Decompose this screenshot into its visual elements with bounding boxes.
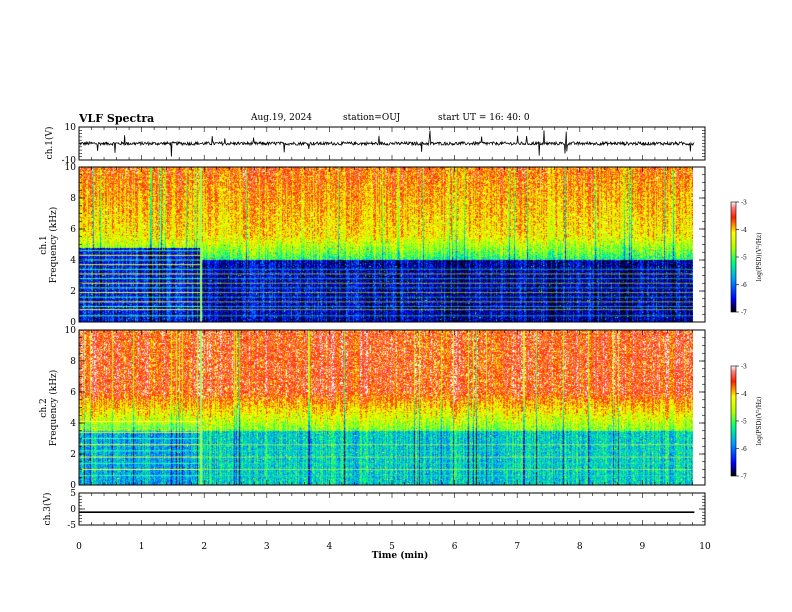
- x-tick-label: 6: [452, 542, 458, 552]
- ch1-spectrogram-axis: 0 2 4 6 8 10: [65, 163, 706, 328]
- start-time-label: start UT = 16: 40: 0: [438, 113, 530, 123]
- colorbar-tick-label: -5: [741, 255, 747, 262]
- ch1-spec-ylabel-channel: ch.1: [39, 235, 49, 254]
- colorbar-tick-label: -4: [741, 391, 747, 398]
- y-tick-label: 6: [70, 225, 76, 235]
- y-tick-label: 6: [70, 388, 76, 398]
- date-label: Aug.19, 2024: [251, 113, 312, 123]
- x-tick-labels: 0 1 2 3 4 5 6 7 8 9 10: [76, 542, 711, 552]
- x-tick-label: 5: [389, 542, 395, 552]
- x-tick-label: 9: [640, 542, 646, 552]
- y-tick-label: 10: [65, 123, 77, 133]
- ch3-waveform-panel: 5 0 -5 ch.3(V): [42, 489, 706, 531]
- y-tick-label: 4: [70, 256, 76, 266]
- colorbar-tick-label: -3: [741, 200, 747, 207]
- y-tick-label: 8: [70, 357, 76, 367]
- ch3-axis: 5 0 -5: [67, 489, 706, 531]
- x-axis-label: Time (min): [372, 550, 429, 561]
- y-tick-label: 2: [70, 450, 76, 460]
- colorbar-tick-label: -4: [741, 227, 747, 234]
- ch1-colorbar: -3 -4 -5 -6 -7 log(PSD)(V²/Hz): [730, 200, 763, 317]
- ch1-spectrogram-panel: 0 2 4 6 8 10 ch.1 Frequency (kHz): [39, 163, 706, 328]
- ch1-axis: 10 -10: [62, 123, 706, 166]
- ch2-spec-ylabel-frequency: Frequency (kHz): [48, 370, 59, 447]
- station-label: station=OUJ: [343, 113, 401, 123]
- ch1-colorbar-label: log(PSD)(V²/Hz): [756, 233, 763, 282]
- figure-title: VLF Spectra: [79, 112, 155, 125]
- ch2-spec-ylabel-channel: ch.2: [39, 398, 49, 417]
- y-tick-label: 0: [70, 505, 76, 515]
- x-tick-label: 2: [201, 542, 207, 552]
- ch1-spec-ylabel-frequency: Frequency (kHz): [48, 207, 59, 284]
- ch2-spectrogram-axis: 0 2 4 6 8 10: [65, 326, 706, 491]
- y-tick-label: 5: [70, 489, 76, 499]
- x-tick-label: 1: [139, 542, 145, 552]
- y-tick-label: -5: [67, 521, 76, 531]
- x-tick-label: 4: [327, 542, 333, 552]
- x-tick-label: 10: [699, 542, 711, 552]
- ch2-colorbar-ticks: -3 -4 -5 -6 -7: [736, 364, 747, 481]
- x-tick-label: 8: [577, 542, 583, 552]
- colorbar-tick-label: -6: [741, 282, 747, 289]
- y-tick-label: 0: [70, 481, 76, 491]
- x-tick-label: 3: [264, 542, 270, 552]
- ch2-colorbar: -3 -4 -5 -6 -7 log(PSD)(V²/Hz): [730, 364, 763, 481]
- colorbar-tick-label: -6: [741, 446, 747, 453]
- ch3-ylabel: ch.3(V): [42, 493, 53, 526]
- x-tick-label: 7: [514, 542, 520, 552]
- ch1-colorbar-ticks: -3 -4 -5 -6 -7: [736, 200, 747, 317]
- y-tick-label: 4: [70, 419, 76, 429]
- y-tick-label: 2: [70, 287, 76, 297]
- y-tick-label: -10: [62, 156, 77, 166]
- ch1-waveform-line: [78, 130, 695, 157]
- x-tick-label: 0: [76, 542, 82, 552]
- colorbar-tick-label: -7: [741, 474, 747, 481]
- ch1-waveform-panel: 10 -10 ch.1(V): [44, 123, 706, 166]
- y-tick-label: 10: [65, 326, 77, 336]
- colorbar-tick-label: -5: [741, 419, 747, 426]
- y-tick-label: 8: [70, 194, 76, 204]
- colorbar-tick-label: -3: [741, 364, 747, 371]
- y-tick-label: 10: [65, 163, 77, 173]
- colorbar-tick-label: -7: [741, 310, 747, 317]
- ch2-spectrogram-image: [79, 330, 693, 485]
- ch1-ylabel: ch.1(V): [44, 127, 55, 160]
- ch2-spectrogram-panel: 0 2 4 6 8 10 ch.2 Frequency (kHz): [39, 326, 706, 491]
- ch2-colorbar-label: log(PSD)(V²/Hz): [756, 397, 763, 446]
- y-tick-label: 0: [70, 318, 76, 328]
- ch1-spectrogram-image: [79, 167, 693, 322]
